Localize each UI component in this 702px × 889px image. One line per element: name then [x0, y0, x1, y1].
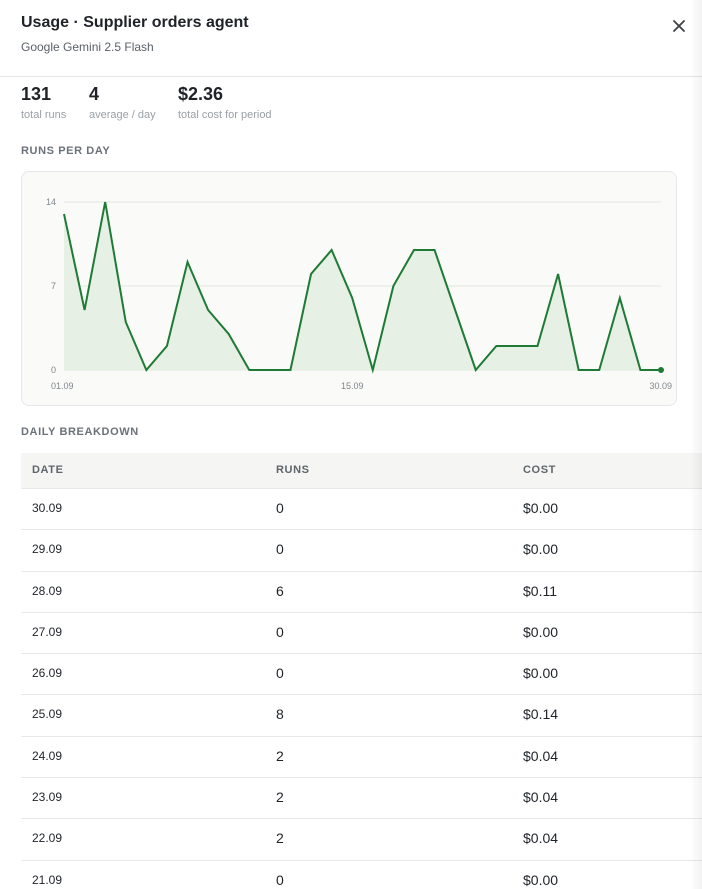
stat-value: 131: [21, 84, 52, 104]
row-date: 29.09: [32, 542, 63, 557]
stat-label: total runs: [21, 109, 67, 121]
row-cost: $0.00: [523, 541, 559, 558]
series-area: [64, 202, 661, 370]
last-data-point: [658, 367, 664, 373]
column-header-cost: COST: [523, 464, 556, 476]
stat-average-per-day: 4 average / day: [89, 83, 156, 121]
row-runs: 0: [276, 541, 284, 558]
row-date: 25.09: [32, 707, 63, 722]
row-runs: 0: [276, 871, 284, 888]
table-row: 29.09 0 $0.00: [21, 530, 702, 572]
row-runs: 0: [276, 500, 284, 516]
row-runs: 8: [276, 706, 284, 723]
row-cost: $0.00: [523, 665, 559, 682]
row-date: 22.09: [32, 831, 63, 846]
series-line: [63, 201, 661, 374]
daily-breakdown-table: DATE RUNS COST 30.09 0 $0.00 29.09 0 $0.00 28.…: [21, 453, 702, 889]
y-tick-label: 7: [51, 281, 56, 291]
row-cost: $0.00: [523, 500, 559, 516]
table-row: 27.09 0 $0.00: [21, 613, 702, 655]
row-runs: 2: [276, 789, 284, 806]
row-runs: 2: [276, 830, 284, 847]
row-date: 21.09: [32, 872, 63, 887]
stat-label: total cost for period: [178, 109, 272, 121]
table-row: 30.09 0 $0.00: [21, 489, 702, 531]
table-row: 28.09 6 $0.11: [21, 572, 702, 613]
stat-label: average / day: [89, 109, 156, 121]
panel-title: Usage · Supplier orders agent: [21, 14, 249, 31]
row-runs: 0: [276, 623, 284, 640]
row-cost: $0.00: [523, 871, 559, 888]
table-row: 21.09 0 $0.00: [21, 861, 702, 889]
row-date: 28.09: [32, 583, 63, 598]
row-runs: 0: [276, 665, 284, 682]
row-cost: $0.04: [523, 830, 559, 847]
stat-value: 4: [89, 84, 100, 104]
row-date: 24.09: [32, 748, 63, 763]
runs-per-day-chart: 0 7 14 01.09 15.09 30.09: [21, 171, 677, 406]
table-body: 30.09 0 $0.00 29.09 0 $0.00 28.09 6 $0.11 27.09 0 $…: [21, 489, 702, 889]
y-tick-label: 0: [51, 365, 56, 375]
row-cost: $0.04: [523, 747, 559, 764]
model-name: Google Gemini 2.5 Flash: [21, 40, 154, 54]
close-icon: [673, 20, 685, 32]
stat-total-runs: 131 total runs: [21, 83, 66, 121]
row-date: 27.09: [32, 624, 63, 639]
chart-section-label: RUNS PER DAY: [21, 145, 111, 157]
row-date: 23.09: [32, 790, 63, 805]
row-runs: 2: [276, 747, 284, 764]
column-header-runs: RUNS: [276, 464, 310, 476]
breakdown-section-label: DAILY BREAKDOWN: [21, 426, 139, 438]
x-tick-label: 30.09: [649, 381, 672, 391]
x-tick-label: 01.09: [51, 381, 74, 391]
row-cost: $0.11: [523, 582, 557, 599]
table-row: 25.09 8 $0.14: [21, 695, 702, 737]
chart-canvas: 0 7 14 01.09 15.09 30.09: [46, 197, 672, 391]
table-row: 23.09 2 $0.04: [21, 778, 702, 820]
table-row: 26.09 0 $0.00: [21, 654, 702, 696]
close-button[interactable]: [667, 14, 691, 38]
row-cost: $0.04: [523, 789, 559, 806]
stat-value: $2.36: [178, 84, 224, 104]
row-date: 30.09: [32, 501, 63, 515]
row-runs: 6: [276, 582, 284, 599]
stat-total-cost: $2.36 total cost for period: [178, 83, 272, 121]
table-row: 22.09 2 $0.04: [21, 819, 702, 861]
row-cost: $0.14: [523, 706, 559, 723]
row-date: 26.09: [32, 666, 63, 681]
table-row: 24.09 2 $0.04: [21, 737, 702, 779]
table-header: DATE RUNS COST: [21, 453, 702, 489]
panel-header: Usage · Supplier orders agent Google Gem…: [0, 0, 702, 77]
x-tick-label: 15.09: [341, 381, 364, 391]
column-header-date: DATE: [32, 464, 64, 476]
y-tick-label: 14: [46, 197, 56, 207]
row-cost: $0.00: [523, 623, 559, 640]
